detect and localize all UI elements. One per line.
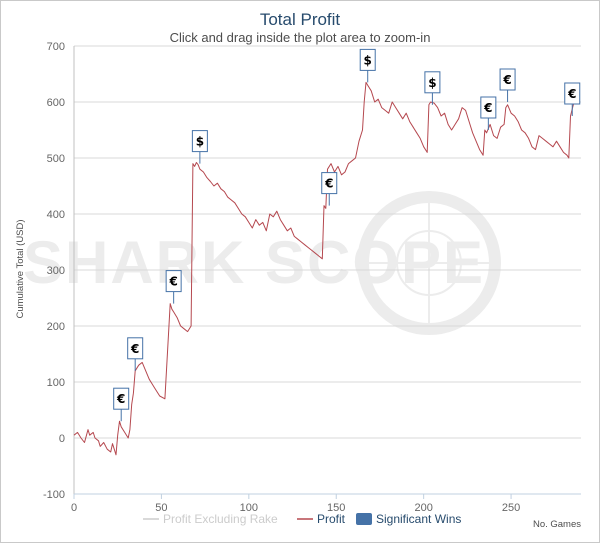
flag-symbol: € (168, 275, 177, 289)
flag-box (191, 130, 208, 153)
flag-symbol: $ (196, 135, 204, 149)
significant-win-flag[interactable]: $ (359, 48, 376, 83)
profit-series[interactable] (73, 81, 575, 456)
flag-symbol: € (502, 73, 511, 87)
legend: Profit Excluding Rake Profit Significant… (143, 512, 461, 526)
y-tick-label: 100 (47, 377, 65, 389)
x-tick-label: 0 (71, 502, 77, 514)
legend-swatch-significant-wins (356, 513, 372, 525)
y-tick-label: 500 (47, 153, 65, 165)
flag-box (359, 48, 376, 71)
significant-win-flags[interactable]: € € € $ € $ $ € € € (113, 48, 581, 422)
legend-label-profit: Profit (317, 512, 346, 526)
flag-symbol: € (116, 392, 125, 406)
flag-box (499, 68, 516, 91)
x-tick-label: 150 (327, 502, 345, 514)
significant-win-flag[interactable]: € (127, 337, 144, 371)
legend-item-profit-excluding-rake[interactable]: Profit Excluding Rake (143, 512, 278, 526)
x-axis-ticks: 0 50 100 150 200 250 (71, 494, 520, 514)
flag-box (480, 96, 497, 119)
x-tick-label: 200 (414, 502, 432, 514)
flag-box (165, 270, 182, 293)
x-tick-label: 250 (502, 502, 520, 514)
significant-win-flag[interactable]: € (113, 387, 130, 422)
significant-win-flag[interactable]: € (165, 270, 182, 304)
x-axis-title: No. Games (533, 519, 581, 530)
y-tick-label: 0 (59, 433, 65, 445)
series-line-profit[interactable] (73, 81, 575, 456)
flag-symbol: € (130, 342, 139, 356)
legend-label-profit-excluding-rake: Profit Excluding Rake (163, 512, 278, 526)
x-tick-label: 100 (240, 502, 258, 514)
y-tick-label: 400 (47, 209, 65, 221)
chart-subtitle: Click and drag inside the plot area to z… (170, 30, 431, 45)
legend-label-significant-wins: Significant Wins (376, 512, 461, 526)
flag-symbol: $ (428, 76, 436, 90)
y-tick-label: 300 (47, 265, 65, 277)
y-tick-label: 600 (47, 97, 65, 109)
flag-symbol: € (483, 101, 492, 115)
y-tick-label: 200 (47, 321, 65, 333)
y-tick-label: -100 (43, 489, 65, 501)
flag-box (127, 337, 144, 360)
legend-item-profit[interactable]: Profit (297, 512, 346, 526)
flag-symbol: € (324, 177, 333, 191)
flag-box (564, 82, 581, 105)
flag-box (321, 172, 338, 195)
y-tick-label: 700 (47, 41, 65, 53)
significant-win-flag[interactable]: € (564, 82, 581, 116)
legend-item-significant-wins[interactable]: Significant Wins (356, 512, 461, 526)
flag-box (424, 71, 441, 94)
significant-win-flag[interactable]: $ (424, 71, 441, 105)
significant-win-flag[interactable]: $ (191, 130, 208, 164)
flag-box (113, 387, 130, 410)
grid-lines (73, 45, 581, 495)
significant-win-flag[interactable]: € (480, 96, 497, 130)
watermark: SHARK SCOPE (23, 191, 501, 335)
y-axis-ticks: -100 0 100 200 300 400 500 600 700 (43, 41, 65, 501)
flag-symbol: $ (364, 53, 372, 67)
significant-win-flag[interactable]: € (499, 68, 516, 102)
flag-symbol: € (567, 87, 576, 101)
chart-title: Total Profit (260, 10, 341, 29)
significant-win-flag[interactable]: € (321, 172, 338, 206)
y-axis-title: Cumulative Total (USD) (15, 219, 26, 318)
x-tick-label: 50 (155, 502, 167, 514)
